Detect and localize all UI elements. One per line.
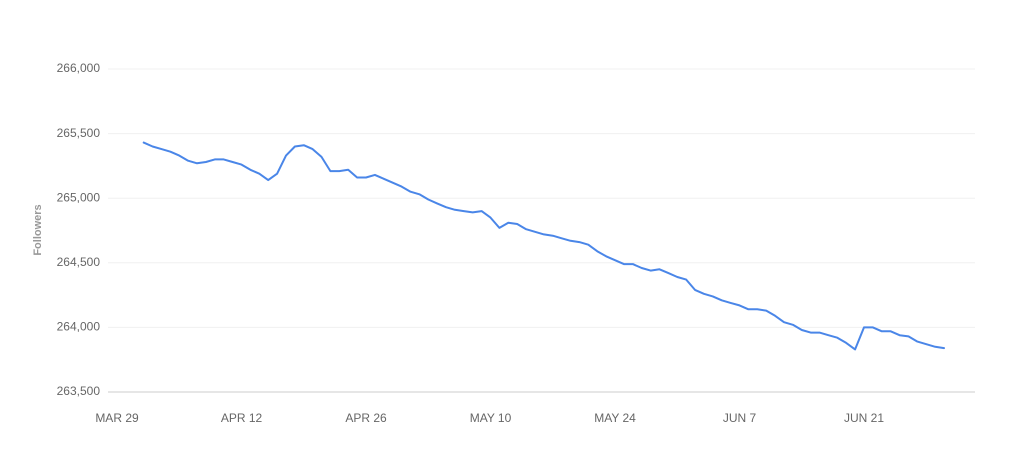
x-tick-label: MAY 10 xyxy=(470,411,512,425)
y-tick-label: 265,000 xyxy=(57,190,101,204)
y-tick-label: 264,500 xyxy=(57,255,101,269)
y-tick-label: 263,500 xyxy=(57,384,101,398)
y-tick-label: 265,500 xyxy=(57,126,101,140)
y-axis-label: Followers xyxy=(32,204,44,255)
x-tick-label: JUN 7 xyxy=(723,411,757,425)
x-tick-label: MAR 29 xyxy=(95,411,139,425)
y-tick-label: 266,000 xyxy=(57,61,101,75)
y-tick-label: 264,000 xyxy=(57,320,101,334)
x-tick-label: MAY 24 xyxy=(594,411,636,425)
x-tick-label: APR 26 xyxy=(345,411,387,425)
x-tick-label: APR 12 xyxy=(221,411,263,425)
data-line xyxy=(142,141,945,351)
x-tick-label: JUN 21 xyxy=(844,411,884,425)
